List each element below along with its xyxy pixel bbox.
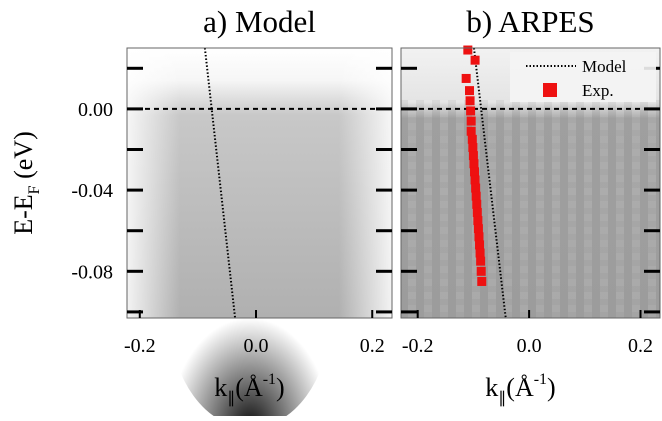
legend-label: Exp. <box>582 81 614 100</box>
exp-point <box>466 106 476 116</box>
exp-point <box>466 126 476 136</box>
exp-point <box>472 207 482 217</box>
panel-title: a) Model <box>203 4 316 39</box>
x-axis-label-part: k <box>485 373 498 402</box>
exp-point <box>465 86 475 96</box>
x-axis-label-part: ∥ <box>498 390 506 407</box>
exp-point <box>463 45 473 55</box>
exp-point <box>470 55 480 65</box>
panel-a-background <box>127 48 392 421</box>
exp-point <box>476 256 486 266</box>
y-tick-label: -0.08 <box>71 261 113 283</box>
legend-swatch <box>543 83 557 97</box>
exp-point <box>476 266 486 276</box>
exp-point <box>467 134 477 144</box>
exp-point <box>465 96 475 106</box>
exp-point <box>461 73 471 83</box>
x-tick-label: 0.2 <box>628 335 653 357</box>
exp-point <box>468 151 478 161</box>
exp-point <box>472 199 482 209</box>
y-axis-label-part: E-E <box>9 194 38 234</box>
exp-point <box>469 159 479 169</box>
x-tick-label: 0.0 <box>517 335 542 357</box>
x-axis-label-part: ) <box>547 373 556 402</box>
x-axis-label: k∥(Å-1) <box>485 371 555 407</box>
exp-point <box>471 191 481 201</box>
exp-point <box>473 224 483 234</box>
x-tick-label: 0.2 <box>360 335 385 357</box>
y-tick-label: 0.00 <box>78 99 113 121</box>
exp-point <box>470 175 480 185</box>
y-axis-label-part: (eV) <box>9 131 38 185</box>
x-axis-label-part: k <box>214 373 227 402</box>
x-axis-label-part: ) <box>276 373 285 402</box>
exp-point <box>470 167 480 177</box>
legend-box <box>510 52 656 102</box>
x-axis-label-part: ∥ <box>227 390 235 407</box>
legend-label: Model <box>582 57 627 76</box>
x-axis-label-part: (Å <box>506 373 534 402</box>
panel-title: b) ARPES <box>466 4 594 39</box>
exp-point <box>468 142 478 152</box>
x-tick-label: -0.2 <box>124 335 156 357</box>
exp-point <box>474 232 484 242</box>
exp-point <box>466 116 476 126</box>
y-axis-label: E-EF (eV) <box>9 131 43 234</box>
x-axis-label-part: -1 <box>534 371 547 388</box>
plot-frame <box>126 47 393 319</box>
plot-frame <box>400 47 661 319</box>
exp-point <box>475 248 485 258</box>
x-axis-label-part: -1 <box>263 371 276 388</box>
x-axis-label-part: (Å <box>235 373 263 402</box>
exp-point <box>477 276 487 286</box>
x-axis-label: k∥(Å-1) <box>214 371 284 407</box>
exp-point <box>473 216 483 226</box>
x-tick-label: -0.2 <box>402 335 434 357</box>
x-tick-label: 0.0 <box>244 335 269 357</box>
y-tick-label: -0.04 <box>71 180 113 202</box>
exp-point <box>475 240 485 250</box>
y-axis-label-part: F <box>26 185 43 194</box>
exp-point <box>471 183 481 193</box>
